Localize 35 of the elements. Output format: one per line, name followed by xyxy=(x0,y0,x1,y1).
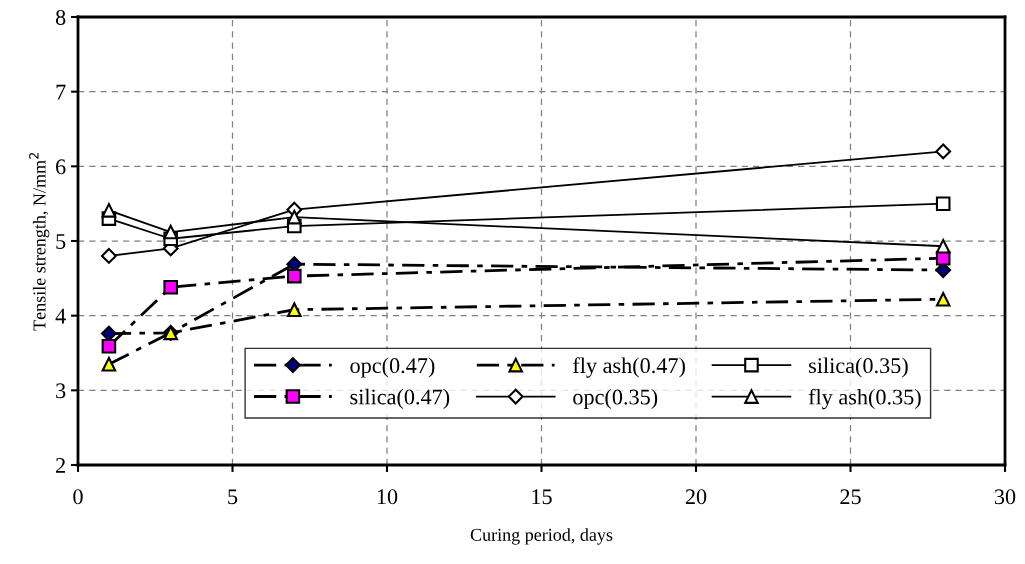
x-tick-label: 0 xyxy=(73,489,83,505)
point xyxy=(163,224,178,240)
x-tick-label: 20 xyxy=(685,489,707,505)
point xyxy=(287,268,302,284)
point xyxy=(935,291,951,307)
y-axis-title: Tensile strength, N/mm$^{2}$ xyxy=(29,152,50,331)
x-tick-label: 25 xyxy=(840,489,861,505)
point xyxy=(935,143,952,160)
y-tick-label: 5 xyxy=(56,234,66,249)
point xyxy=(935,238,951,254)
legend-label: fly ash(0.47) xyxy=(573,357,685,378)
x-axis-title: Curing period, days xyxy=(470,528,613,545)
legend-label: opc(0.47) xyxy=(350,357,435,378)
y-tick-label: 3 xyxy=(56,383,66,399)
point xyxy=(935,196,951,211)
point xyxy=(163,280,178,295)
y-tick-label: 6 xyxy=(56,159,66,175)
y-tick-label: 8 xyxy=(55,9,66,25)
point xyxy=(100,248,117,264)
point xyxy=(101,203,117,218)
legend-label: silica(0.35) xyxy=(809,357,908,378)
x-tick-label: 30 xyxy=(994,489,1016,505)
x-tick-label: 10 xyxy=(377,489,398,505)
point xyxy=(287,302,302,317)
x-tick-label: 5 xyxy=(228,489,238,505)
y-tick-label: 2 xyxy=(56,457,65,473)
y-tick-label: 7 xyxy=(56,84,66,100)
legend-label: opc(0.35) xyxy=(573,388,658,410)
point xyxy=(101,356,117,372)
x-tick-label: 15 xyxy=(532,489,552,505)
y-tick-label: 4 xyxy=(55,308,66,324)
legend-label: fly ash(0.35) xyxy=(808,388,921,410)
point xyxy=(287,209,302,225)
point xyxy=(101,338,117,354)
legend-label: silica(0.47) xyxy=(350,388,450,410)
